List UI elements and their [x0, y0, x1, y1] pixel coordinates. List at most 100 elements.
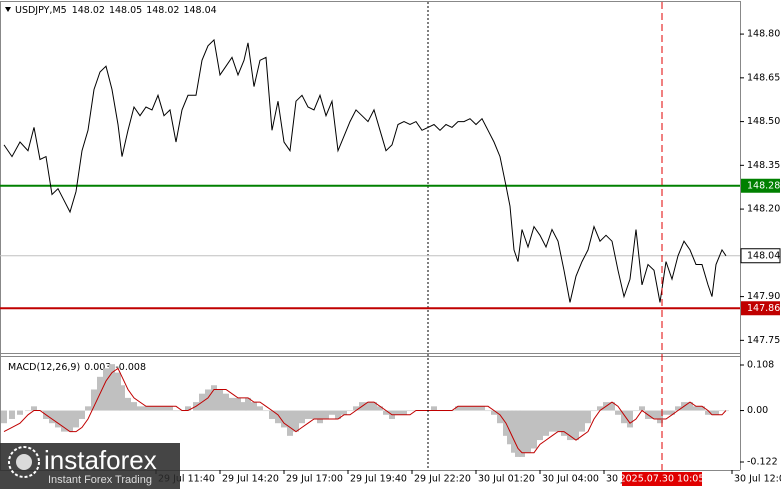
y-tick-label: 147.75 — [747, 335, 780, 346]
histogram-bar — [713, 410, 719, 415]
frame — [0, 1, 741, 471]
open: 148.02 — [72, 5, 105, 16]
histogram-bar — [669, 410, 675, 415]
chart-header: USDJPY,M5 148.02 148.05 148.02 148.04 — [15, 5, 217, 16]
histogram-bar — [61, 410, 67, 432]
histogram-bar — [461, 406, 467, 411]
histogram-bar — [223, 393, 229, 411]
indicator-name: MACD(12,26,9) — [8, 362, 80, 373]
histogram-bar — [519, 410, 525, 457]
histogram-bar — [241, 402, 247, 411]
high: 148.05 — [109, 5, 142, 16]
histogram-bar — [79, 410, 85, 419]
histogram-bar — [281, 410, 287, 428]
histogram-bar — [115, 372, 121, 411]
macd-tick-label: 0.108 — [747, 360, 774, 371]
x-tick-label: 29 Jul 14:20 — [222, 474, 279, 485]
histogram-bar — [627, 410, 633, 428]
histogram-bar — [229, 397, 235, 411]
histogram-bar — [143, 406, 149, 411]
histogram-bar — [185, 406, 191, 411]
level-tag — [741, 301, 780, 316]
histogram-bar — [217, 389, 223, 411]
histogram-bar — [329, 410, 335, 415]
histogram-bar — [395, 410, 401, 415]
histogram-bar — [407, 410, 413, 412]
histogram-bar — [511, 410, 517, 453]
histogram-bar — [1, 410, 7, 424]
histogram-bar — [561, 410, 567, 436]
histogram-bar — [365, 402, 371, 411]
histogram-bar — [579, 410, 585, 432]
histogram-bar — [131, 402, 137, 411]
histogram-bar — [693, 406, 699, 411]
histogram-bar — [85, 406, 91, 411]
histogram-bar — [675, 406, 681, 411]
histogram-bar — [205, 389, 211, 411]
level-label: 148.28 — [747, 180, 780, 191]
histogram-bar — [639, 406, 645, 411]
histogram-bar — [657, 410, 663, 424]
x-tick-label: 30 Jul 12:00 — [734, 474, 781, 485]
histogram-bar — [323, 410, 329, 419]
close: 148.04 — [183, 5, 216, 16]
histogram-bar — [49, 410, 55, 424]
histogram-bar — [383, 410, 389, 415]
y-tick-label: 148.50 — [747, 116, 780, 127]
histogram-bar — [699, 406, 705, 411]
level-label: 147.86 — [747, 303, 780, 314]
histogram-bar — [371, 402, 377, 411]
macd-header: MACD(12,26,9) 0.003 -0.008 — [8, 362, 146, 373]
logo-core — [16, 454, 32, 470]
histogram-bar — [497, 410, 503, 424]
histogram-bar — [591, 410, 597, 412]
y-tick-label: 147.90 — [747, 291, 780, 302]
histogram-bar — [633, 410, 639, 412]
histogram-bar — [335, 410, 341, 419]
y-tick-label: 148.20 — [747, 204, 780, 215]
histogram-bar — [585, 410, 591, 424]
collapse-icon — [5, 7, 11, 12]
logo — [8, 446, 40, 478]
x-tick-label: 29 Jul 11:40 — [158, 474, 215, 485]
histogram-bar — [555, 410, 561, 432]
histogram-bar — [709, 410, 715, 415]
x-tick-label: 29 Jul 17:00 — [286, 474, 343, 485]
cursor-label: 2025.07.30 10:05 — [620, 474, 705, 485]
histogram-bar — [235, 397, 241, 411]
cursor-tag — [622, 472, 702, 486]
histogram-bar — [719, 410, 725, 412]
histogram-bar — [263, 410, 269, 412]
histogram-bar — [275, 410, 281, 424]
tagline: Instant Forex Trading — [48, 474, 152, 486]
histogram-bar — [173, 410, 179, 412]
histogram-bar — [377, 406, 383, 411]
histogram-bar — [537, 410, 543, 441]
histogram-bar — [525, 410, 531, 453]
histogram-bar — [67, 410, 73, 432]
histogram-bar — [687, 402, 693, 411]
histogram-bar — [251, 402, 257, 411]
histogram-bar — [119, 385, 125, 411]
x-tick-label: 29 Jul 22:20 — [414, 474, 471, 485]
histogram-bar — [317, 410, 323, 424]
histogram-bar — [353, 406, 359, 411]
histogram-bar — [167, 406, 173, 411]
histogram-bar — [473, 406, 479, 411]
signal-line — [3, 367, 727, 454]
histogram-bar — [507, 410, 513, 445]
histogram-bar — [257, 406, 263, 411]
histogram-bar — [103, 368, 109, 411]
macd-value: 0.003 — [84, 362, 111, 373]
watermark: instaforex Instant Forex Trading — [0, 443, 180, 489]
histogram-bar — [109, 364, 115, 411]
histogram-bar — [9, 410, 15, 419]
low: 148.02 — [146, 5, 179, 16]
histogram-bar — [455, 406, 461, 411]
histogram-bar — [401, 410, 407, 415]
y-tick-label: 148.80 — [747, 29, 780, 40]
histogram-bar — [211, 385, 217, 411]
last-price-tag — [740, 248, 781, 264]
histogram-bar — [149, 406, 155, 411]
